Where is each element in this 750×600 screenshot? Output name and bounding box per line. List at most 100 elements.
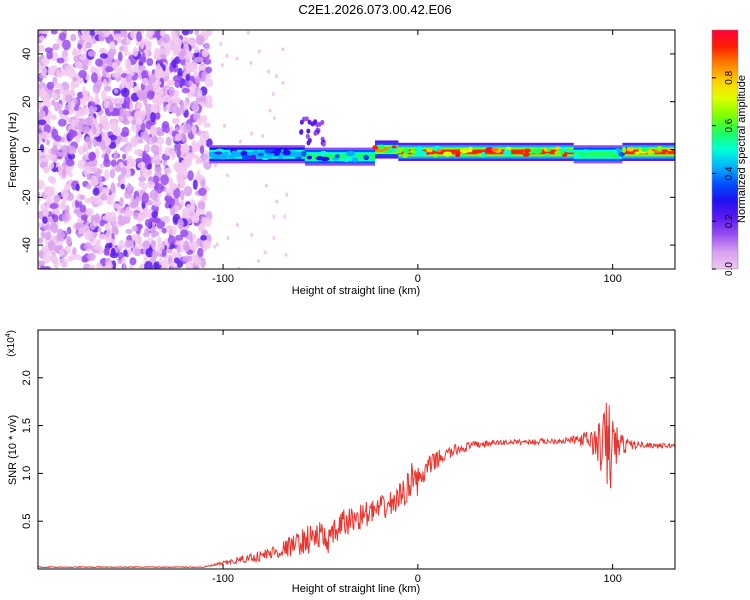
- noise-point: [124, 145, 133, 152]
- noise-point: [157, 88, 164, 97]
- noise-point: [117, 115, 124, 123]
- noise-point: [313, 119, 318, 125]
- noise-point: [105, 211, 112, 223]
- y-tick-label: -40: [21, 237, 33, 253]
- noise-point: [59, 257, 68, 267]
- noise-point: [122, 263, 128, 269]
- noise-point: [305, 133, 310, 139]
- noise-point: [155, 155, 161, 166]
- noise-point: [161, 258, 169, 269]
- noise-point: [100, 193, 108, 201]
- ridge-blob: [667, 150, 673, 155]
- noise-point: [150, 227, 157, 239]
- noise-point: [68, 128, 75, 140]
- noise-point: [107, 196, 114, 205]
- noise-point: [182, 144, 190, 154]
- noise-point: [145, 42, 152, 48]
- noise-point: [40, 265, 45, 269]
- noise-point: [197, 247, 204, 257]
- ridge-blob: [372, 145, 378, 150]
- noise-point: [168, 86, 175, 97]
- noise-point: [71, 50, 81, 56]
- noise-point: [116, 97, 125, 105]
- noise-point: [219, 41, 223, 46]
- noise-point: [164, 195, 172, 203]
- noise-point: [98, 233, 106, 240]
- noise-point: [47, 216, 53, 223]
- noise-point: [46, 186, 56, 197]
- noise-point: [157, 48, 165, 55]
- snr-y-label: SNR (10 * v/v): [7, 415, 19, 485]
- noise-point: [56, 57, 65, 64]
- noise-point: [181, 30, 190, 36]
- noise-point: [38, 237, 44, 244]
- noise-point: [213, 163, 217, 168]
- y-tick-label: 0: [21, 146, 33, 152]
- ridge-blob: [490, 147, 499, 152]
- noise-point: [192, 233, 197, 241]
- noise-point: [272, 115, 276, 120]
- noise-point: [238, 139, 242, 144]
- noise-point: [95, 58, 103, 67]
- noise-point: [67, 152, 76, 160]
- noise-point: [203, 42, 211, 51]
- noise-point: [110, 121, 119, 133]
- noise-point: [137, 162, 145, 169]
- noise-point: [117, 243, 124, 249]
- noise-point: [86, 207, 94, 216]
- noise-point: [179, 101, 185, 110]
- noise-point: [176, 148, 181, 158]
- noise-point: [199, 175, 204, 181]
- colorbar-tick-label: 0.4: [724, 166, 735, 180]
- noise-point: [136, 238, 143, 245]
- noise-point: [184, 50, 193, 61]
- noise-point: [175, 133, 183, 142]
- noise-point: [124, 239, 133, 248]
- noise-point: [133, 248, 142, 257]
- noise-point: [150, 240, 157, 249]
- noise-point: [157, 236, 162, 247]
- y-tick-label: 1.5: [21, 418, 33, 433]
- noise-point: [139, 40, 145, 50]
- ridge-blob: [565, 149, 576, 153]
- noise-point: [111, 72, 121, 78]
- noise-point: [321, 141, 326, 147]
- noise-point: [172, 118, 180, 124]
- ridge-blob: [544, 153, 551, 157]
- noise-point: [117, 51, 123, 62]
- noise-point: [108, 101, 114, 113]
- ridge-blob: [211, 154, 219, 160]
- noise-point: [85, 136, 90, 143]
- noise-point: [155, 166, 162, 174]
- noise-point: [272, 214, 276, 219]
- ridge-blob: [334, 154, 340, 159]
- noise-point: [87, 50, 96, 57]
- noise-point: [142, 240, 151, 250]
- noise-point: [147, 163, 152, 171]
- noise-point: [267, 69, 271, 74]
- noise-point: [189, 75, 195, 82]
- noise-point: [129, 257, 137, 266]
- noise-point: [179, 177, 186, 188]
- ridge-core: [398, 149, 574, 155]
- noise-point: [198, 201, 206, 210]
- noise-point: [123, 45, 129, 56]
- noise-point: [172, 45, 177, 57]
- ridge-blob: [214, 151, 223, 155]
- noise-point: [149, 125, 157, 136]
- colorbar-tick-label: 0.0: [724, 262, 735, 276]
- noise-point: [62, 39, 71, 51]
- noise-point: [220, 62, 224, 67]
- noise-point: [54, 101, 60, 112]
- noise-point: [58, 250, 65, 256]
- noise-point: [73, 254, 82, 261]
- ridge-blob: [611, 153, 618, 159]
- noise-point: [191, 139, 197, 146]
- ridge-blob: [667, 147, 672, 152]
- figure-title: C2E1.2026.073.00.42.E06: [298, 2, 451, 17]
- ridge-blob: [277, 155, 284, 159]
- noise-point: [172, 98, 181, 104]
- noise-point: [80, 30, 86, 35]
- ridge-core: [573, 151, 623, 157]
